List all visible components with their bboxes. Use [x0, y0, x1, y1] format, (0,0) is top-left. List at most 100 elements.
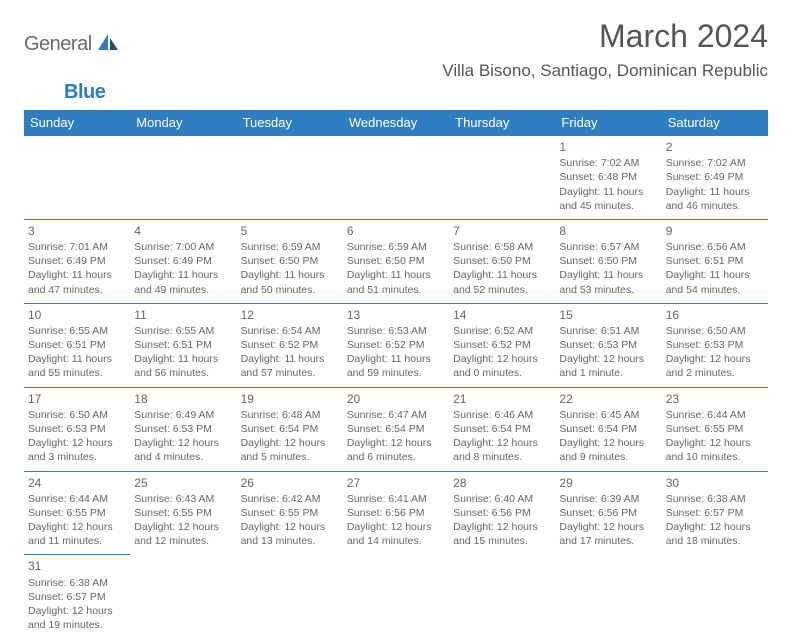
calendar-cell: 8Sunrise: 6:57 AMSunset: 6:50 PMDaylight…	[555, 219, 661, 303]
daylight-text: Daylight: 12 hours and 3 minutes.	[28, 436, 126, 464]
sunrise-text: Sunrise: 6:59 AM	[347, 240, 445, 254]
sunset-text: Sunset: 6:50 PM	[241, 254, 339, 268]
sunset-text: Sunset: 6:50 PM	[453, 254, 551, 268]
daylight-text: Daylight: 12 hours and 8 minutes.	[453, 436, 551, 464]
daylight-text: Daylight: 11 hours and 45 minutes.	[559, 185, 657, 213]
calendar-cell: 15Sunrise: 6:51 AMSunset: 6:53 PMDayligh…	[555, 303, 661, 387]
day-number: 24	[28, 475, 126, 491]
sunrise-text: Sunrise: 6:42 AM	[241, 492, 339, 506]
calendar-cell: 7Sunrise: 6:58 AMSunset: 6:50 PMDaylight…	[449, 219, 555, 303]
brand-name-2: Blue	[24, 81, 105, 104]
weekday-header: Thursday	[449, 110, 555, 136]
brand-name-1: General	[24, 33, 92, 56]
sunset-text: Sunset: 6:57 PM	[666, 506, 764, 520]
sunrise-text: Sunrise: 7:00 AM	[134, 240, 232, 254]
calendar-cell: 22Sunrise: 6:45 AMSunset: 6:54 PMDayligh…	[555, 387, 661, 471]
sunrise-text: Sunrise: 6:53 AM	[347, 324, 445, 338]
weekday-header: Friday	[555, 110, 661, 136]
sunset-text: Sunset: 6:51 PM	[666, 254, 764, 268]
calendar-cell: 20Sunrise: 6:47 AMSunset: 6:54 PMDayligh…	[343, 387, 449, 471]
day-number: 6	[347, 223, 445, 239]
day-number: 14	[453, 307, 551, 323]
day-number: 3	[28, 223, 126, 239]
daylight-text: Daylight: 12 hours and 14 minutes.	[347, 520, 445, 548]
sunrise-text: Sunrise: 6:41 AM	[347, 492, 445, 506]
daylight-text: Daylight: 12 hours and 1 minute.	[559, 352, 657, 380]
sunrise-text: Sunrise: 6:50 AM	[28, 408, 126, 422]
brand-logo: General	[24, 18, 124, 57]
sunrise-text: Sunrise: 7:02 AM	[666, 156, 764, 170]
daylight-text: Daylight: 11 hours and 55 minutes.	[28, 352, 126, 380]
daylight-text: Daylight: 11 hours and 53 minutes.	[559, 268, 657, 296]
sunset-text: Sunset: 6:51 PM	[28, 338, 126, 352]
sunset-text: Sunset: 6:54 PM	[559, 422, 657, 436]
daylight-text: Daylight: 11 hours and 52 minutes.	[453, 268, 551, 296]
calendar-cell: 27Sunrise: 6:41 AMSunset: 6:56 PMDayligh…	[343, 471, 449, 555]
daylight-text: Daylight: 12 hours and 13 minutes.	[241, 520, 339, 548]
day-number: 7	[453, 223, 551, 239]
calendar-cell: 2Sunrise: 7:02 AMSunset: 6:49 PMDaylight…	[662, 136, 768, 220]
location-subtitle: Villa Bisono, Santiago, Dominican Republ…	[442, 61, 768, 81]
calendar-header-row: SundayMondayTuesdayWednesdayThursdayFrid…	[24, 110, 768, 136]
sunset-text: Sunset: 6:54 PM	[347, 422, 445, 436]
calendar-cell	[130, 555, 236, 636]
calendar-cell: 4Sunrise: 7:00 AMSunset: 6:49 PMDaylight…	[130, 219, 236, 303]
sunrise-text: Sunrise: 6:54 AM	[241, 324, 339, 338]
daylight-text: Daylight: 11 hours and 50 minutes.	[241, 268, 339, 296]
sail-icon	[96, 32, 122, 57]
day-number: 22	[559, 391, 657, 407]
sunset-text: Sunset: 6:53 PM	[559, 338, 657, 352]
calendar-cell: 9Sunrise: 6:56 AMSunset: 6:51 PMDaylight…	[662, 219, 768, 303]
calendar-cell: 21Sunrise: 6:46 AMSunset: 6:54 PMDayligh…	[449, 387, 555, 471]
calendar-cell: 16Sunrise: 6:50 AMSunset: 6:53 PMDayligh…	[662, 303, 768, 387]
sunset-text: Sunset: 6:56 PM	[453, 506, 551, 520]
sunrise-text: Sunrise: 7:01 AM	[28, 240, 126, 254]
day-number: 19	[241, 391, 339, 407]
calendar-cell: 25Sunrise: 6:43 AMSunset: 6:55 PMDayligh…	[130, 471, 236, 555]
sunset-text: Sunset: 6:48 PM	[559, 170, 657, 184]
sunrise-text: Sunrise: 6:59 AM	[241, 240, 339, 254]
sunset-text: Sunset: 6:55 PM	[134, 506, 232, 520]
daylight-text: Daylight: 12 hours and 9 minutes.	[559, 436, 657, 464]
daylight-text: Daylight: 12 hours and 10 minutes.	[666, 436, 764, 464]
weekday-header: Tuesday	[237, 110, 343, 136]
day-number: 30	[666, 475, 764, 491]
daylight-text: Daylight: 12 hours and 5 minutes.	[241, 436, 339, 464]
sunrise-text: Sunrise: 6:44 AM	[28, 492, 126, 506]
sunrise-text: Sunrise: 6:46 AM	[453, 408, 551, 422]
calendar-cell	[662, 555, 768, 636]
sunset-text: Sunset: 6:52 PM	[453, 338, 551, 352]
sunrise-text: Sunrise: 6:38 AM	[666, 492, 764, 506]
sunrise-text: Sunrise: 6:55 AM	[28, 324, 126, 338]
day-number: 2	[666, 139, 764, 155]
calendar-cell: 6Sunrise: 6:59 AMSunset: 6:50 PMDaylight…	[343, 219, 449, 303]
daylight-text: Daylight: 12 hours and 4 minutes.	[134, 436, 232, 464]
sunrise-text: Sunrise: 6:40 AM	[453, 492, 551, 506]
calendar-cell: 28Sunrise: 6:40 AMSunset: 6:56 PMDayligh…	[449, 471, 555, 555]
calendar-cell: 10Sunrise: 6:55 AMSunset: 6:51 PMDayligh…	[24, 303, 130, 387]
calendar-cell: 23Sunrise: 6:44 AMSunset: 6:55 PMDayligh…	[662, 387, 768, 471]
weekday-header: Sunday	[24, 110, 130, 136]
sunrise-text: Sunrise: 6:39 AM	[559, 492, 657, 506]
daylight-text: Daylight: 11 hours and 59 minutes.	[347, 352, 445, 380]
daylight-text: Daylight: 11 hours and 57 minutes.	[241, 352, 339, 380]
sunset-text: Sunset: 6:56 PM	[347, 506, 445, 520]
calendar-cell	[24, 136, 130, 220]
day-number: 18	[134, 391, 232, 407]
sunrise-text: Sunrise: 6:55 AM	[134, 324, 232, 338]
sunset-text: Sunset: 6:52 PM	[347, 338, 445, 352]
day-number: 10	[28, 307, 126, 323]
sunset-text: Sunset: 6:54 PM	[241, 422, 339, 436]
sunset-text: Sunset: 6:55 PM	[666, 422, 764, 436]
sunrise-text: Sunrise: 6:52 AM	[453, 324, 551, 338]
daylight-text: Daylight: 11 hours and 54 minutes.	[666, 268, 764, 296]
sunset-text: Sunset: 6:53 PM	[666, 338, 764, 352]
daylight-text: Daylight: 12 hours and 19 minutes.	[28, 604, 126, 632]
sunset-text: Sunset: 6:49 PM	[28, 254, 126, 268]
sunset-text: Sunset: 6:53 PM	[28, 422, 126, 436]
sunrise-text: Sunrise: 6:58 AM	[453, 240, 551, 254]
day-number: 15	[559, 307, 657, 323]
calendar-cell: 14Sunrise: 6:52 AMSunset: 6:52 PMDayligh…	[449, 303, 555, 387]
sunrise-text: Sunrise: 6:57 AM	[559, 240, 657, 254]
day-number: 8	[559, 223, 657, 239]
